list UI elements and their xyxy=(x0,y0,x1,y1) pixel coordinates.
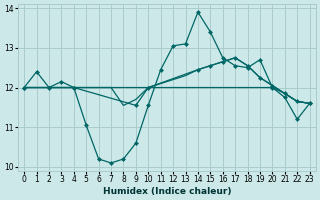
X-axis label: Humidex (Indice chaleur): Humidex (Indice chaleur) xyxy=(103,187,231,196)
